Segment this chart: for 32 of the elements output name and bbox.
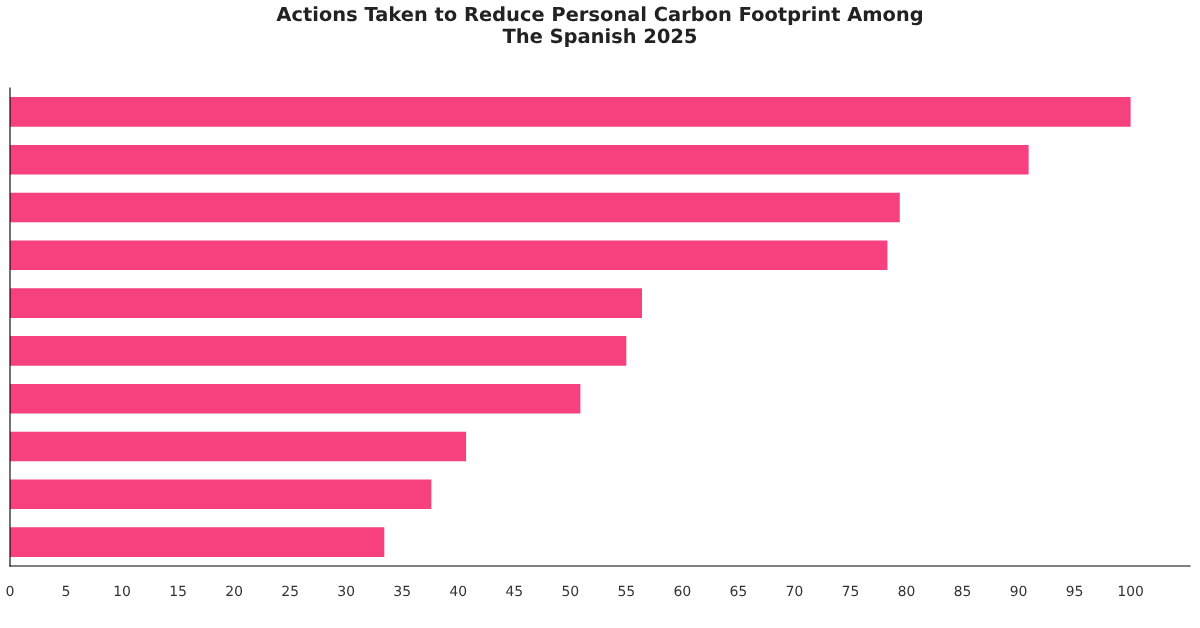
x-tick-label: 65: [730, 585, 747, 597]
x-tick-label: 25: [282, 585, 298, 597]
bar: [10, 479, 432, 510]
bar: [10, 383, 581, 414]
bar: [10, 192, 900, 223]
x-tick-label: 80: [898, 585, 915, 597]
x-tick-label: 95: [1066, 585, 1083, 597]
x-tick-label: 100: [1118, 585, 1143, 597]
x-tick-label: 35: [394, 585, 410, 597]
x-tick-label: 90: [1010, 585, 1027, 597]
x-tick-label: 10: [114, 585, 130, 597]
x-tick-label: 30: [338, 585, 355, 597]
x-tick-label: 15: [170, 585, 186, 597]
bar: [10, 144, 1029, 175]
x-tick-label: 20: [226, 585, 243, 597]
x-tick-label: 75: [842, 585, 859, 597]
x-tick-label: 0: [6, 585, 14, 597]
x-tick-label: 5: [62, 585, 70, 597]
x-tick-label: 45: [506, 585, 522, 597]
bar: [10, 431, 467, 462]
chart-title: Actions Taken to Reduce Personal Carbon Footprint Among The Spanish 2025: [276, 6, 922, 48]
bar: [10, 288, 643, 318]
x-tick-label: 60: [674, 585, 691, 597]
x-tick-label: 40: [450, 585, 467, 597]
bar: [10, 240, 888, 271]
x-tick-label: 70: [786, 585, 803, 597]
x-tick-label: 85: [954, 585, 971, 597]
bar: [10, 97, 1131, 127]
x-tick-label: 50: [562, 585, 579, 597]
bar: [10, 527, 385, 557]
bar: [10, 336, 627, 366]
x-tick-label: 55: [618, 585, 634, 597]
